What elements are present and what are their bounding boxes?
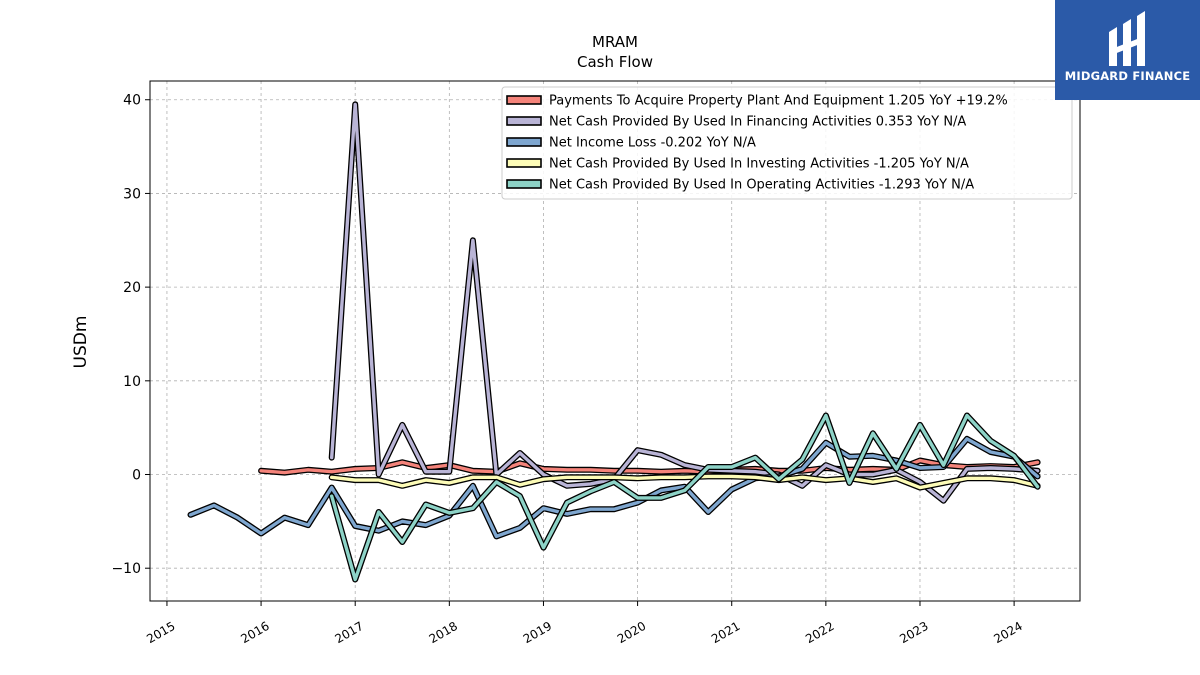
series-financing [328,101,1041,504]
series-investing [328,473,1041,491]
series-line [330,413,1040,582]
legend-swatch [506,137,542,147]
chart-subtitle: Cash Flow [577,53,653,71]
x-tick-label: 2017 [332,619,365,646]
x-tick-label: 2022 [803,619,836,646]
legend-label: Net Cash Provided By Used In Financing A… [549,115,966,130]
x-tick-label: 2016 [238,619,271,646]
x-tick-label: 2015 [144,619,177,646]
legend-swatch [506,158,542,168]
legend-label: Net Cash Provided By Used In Operating A… [549,178,974,193]
legend-swatch [506,95,542,105]
series-outline [328,412,1041,583]
x-tick-label: 2021 [709,619,742,646]
series-line [188,437,1040,539]
series-net_income [187,435,1041,540]
legend-label: Net Income Loss -0.202 YoY N/A [549,136,756,151]
y-tick-label: 40 [123,93,141,109]
series-outline [187,435,1041,540]
x-tick-label: 2018 [427,619,460,646]
y-tick-label: 10 [123,374,141,390]
brand-logo: MIDGARD FINANCE [1055,0,1200,100]
midgard-logo-icon [1109,11,1145,66]
legend-frame [501,86,1073,200]
legend-swatch [506,179,542,189]
x-tick-label: 2019 [521,619,554,646]
legend: Payments To Acquire Property Plant And E… [501,86,1073,200]
series-operating [328,412,1041,583]
y-axis-label: USDm [71,316,91,369]
series-line [330,474,1040,490]
x-tick-label: 2020 [615,619,648,646]
legend-swatch [506,116,542,126]
y-tick-label: 20 [123,280,141,296]
plot-frame [149,80,1081,602]
y-tick-label: −10 [111,561,141,577]
legend-label: Payments To Acquire Property Plant And E… [549,94,1008,109]
x-tick-label: 2023 [897,619,930,646]
series-layer [187,101,1041,583]
series-line [330,102,1040,503]
brand-name: MIDGARD FINANCE [1064,69,1191,83]
chart-title: MRAM [592,33,638,51]
x-tick-label: 2024 [991,619,1024,646]
y-tick-label: 0 [132,468,141,484]
y-tick-label: 30 [123,186,141,202]
legend-label: Net Cash Provided By Used In Investing A… [549,157,969,172]
